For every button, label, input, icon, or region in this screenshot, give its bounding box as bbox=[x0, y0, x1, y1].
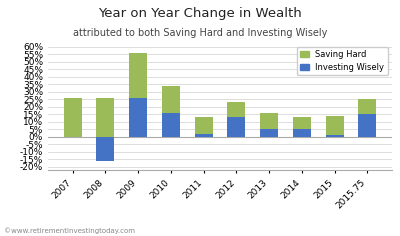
Bar bbox=[162, 86, 180, 113]
Bar bbox=[358, 114, 376, 137]
Bar bbox=[326, 135, 344, 137]
Bar bbox=[326, 116, 344, 135]
Bar bbox=[96, 137, 114, 161]
Bar bbox=[293, 129, 311, 137]
Bar bbox=[260, 129, 278, 137]
Bar bbox=[293, 118, 311, 129]
Bar bbox=[129, 53, 147, 98]
Bar bbox=[129, 98, 147, 137]
Bar bbox=[64, 98, 82, 137]
Text: ©www.retirementinvestingtoday.com: ©www.retirementinvestingtoday.com bbox=[4, 227, 135, 234]
Bar bbox=[162, 113, 180, 137]
Text: attributed to both Saving Hard and Investing Wisely: attributed to both Saving Hard and Inves… bbox=[73, 28, 327, 38]
Bar bbox=[195, 118, 213, 134]
Legend: Saving Hard, Investing Wisely: Saving Hard, Investing Wisely bbox=[297, 47, 388, 76]
Bar bbox=[227, 102, 245, 118]
Bar bbox=[358, 99, 376, 114]
Bar bbox=[195, 134, 213, 137]
Text: Year on Year Change in Wealth: Year on Year Change in Wealth bbox=[98, 7, 302, 20]
Bar bbox=[260, 113, 278, 129]
Bar bbox=[227, 118, 245, 137]
Bar bbox=[96, 98, 114, 137]
